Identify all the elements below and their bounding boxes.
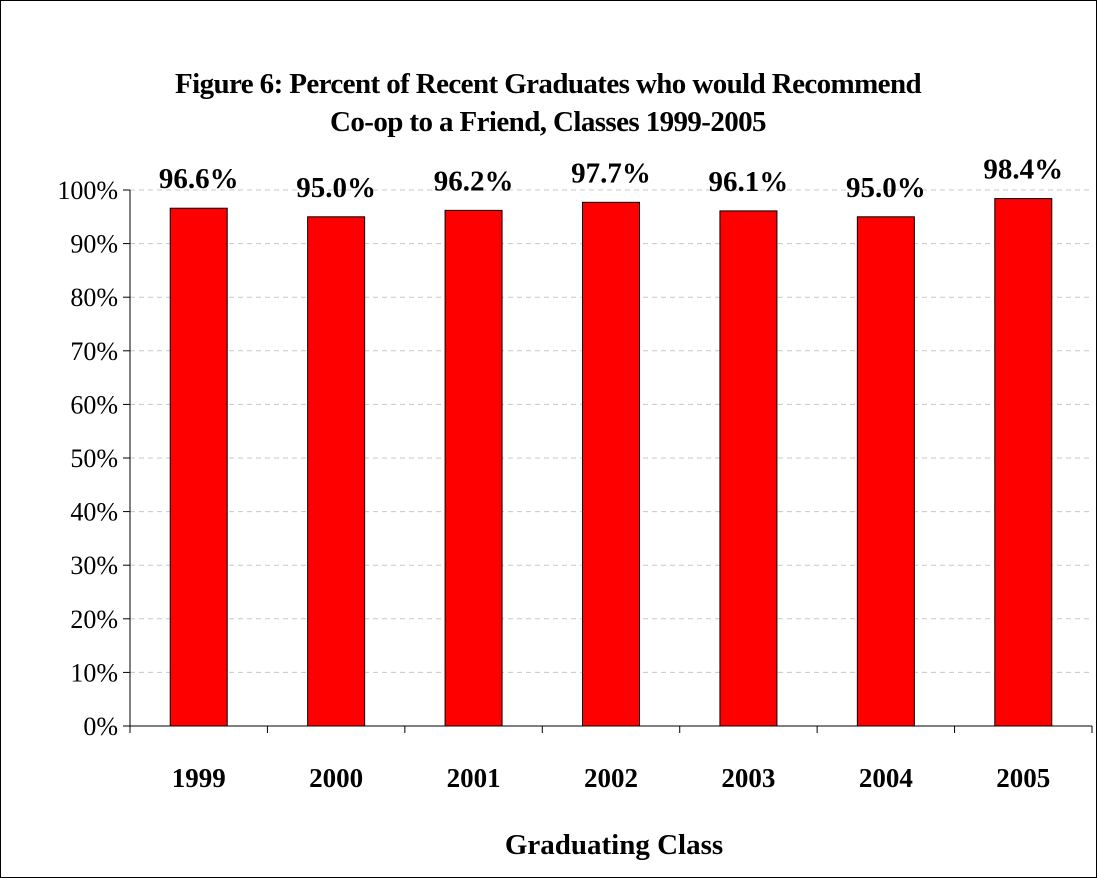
x-tick-label-2001: 2001 [447,763,501,793]
bar-2004 [856,216,915,727]
y-tick-label-7: 70% [70,337,118,366]
x-tick-label-2005: 2005 [996,763,1050,793]
data-label-2001: 96.2% [434,165,514,197]
bar-2000 [307,216,366,727]
x-tick-label-2000: 2000 [309,763,363,793]
data-label-2003: 96.1% [709,166,789,198]
y-tick-label-2: 20% [70,605,118,634]
bar-2001 [444,209,503,727]
x-tick-label-2002: 2002 [584,763,638,793]
x-tick-label-1999: 1999 [172,763,226,793]
axes [123,189,1093,733]
chart-title-line-2: Co-op to a Friend, Classes 1999-2005 [330,106,766,138]
y-tick-label-10: 100% [57,176,118,205]
bar-2005 [994,198,1053,727]
x-axis-title: Graduating Class [505,829,723,861]
y-tick-label-5: 50% [70,444,118,473]
data-label-2004: 95.0% [846,172,926,204]
bar-2003 [719,210,778,727]
data-label-2000: 95.0% [296,172,376,204]
data-label-2005: 98.4% [983,154,1063,186]
y-tick-label-4: 40% [70,498,118,527]
x-tick-label-2004: 2004 [859,763,913,793]
data-labels: 96.6% 95.0% 96.2% 97.7% 96.1% 95.0% 98.4% [159,154,1063,204]
bar-2002 [582,201,640,727]
data-label-1999: 96.6% [159,163,239,195]
bar-1999 [169,207,228,727]
y-tick-label-1: 10% [70,658,118,687]
bars [169,198,1053,727]
y-tick-label-0: 0% [83,712,118,741]
x-tick-labels: 1999 2000 2001 2002 2003 2004 2005 [172,763,1051,793]
y-tick-label-3: 30% [70,551,118,580]
y-tick-label-6: 60% [70,390,118,419]
y-tick-label-8: 80% [70,283,118,312]
chart-title-line-1: Figure 6: Percent of Recent Graduates wh… [175,68,921,100]
x-tick-label-2003: 2003 [721,763,775,793]
data-label-2002: 97.7% [571,157,651,189]
y-tick-labels: 0% 10% 20% 30% 40% 50% 60% 70% 80% 90% 100% [57,176,118,741]
y-tick-label-9: 90% [70,230,118,259]
